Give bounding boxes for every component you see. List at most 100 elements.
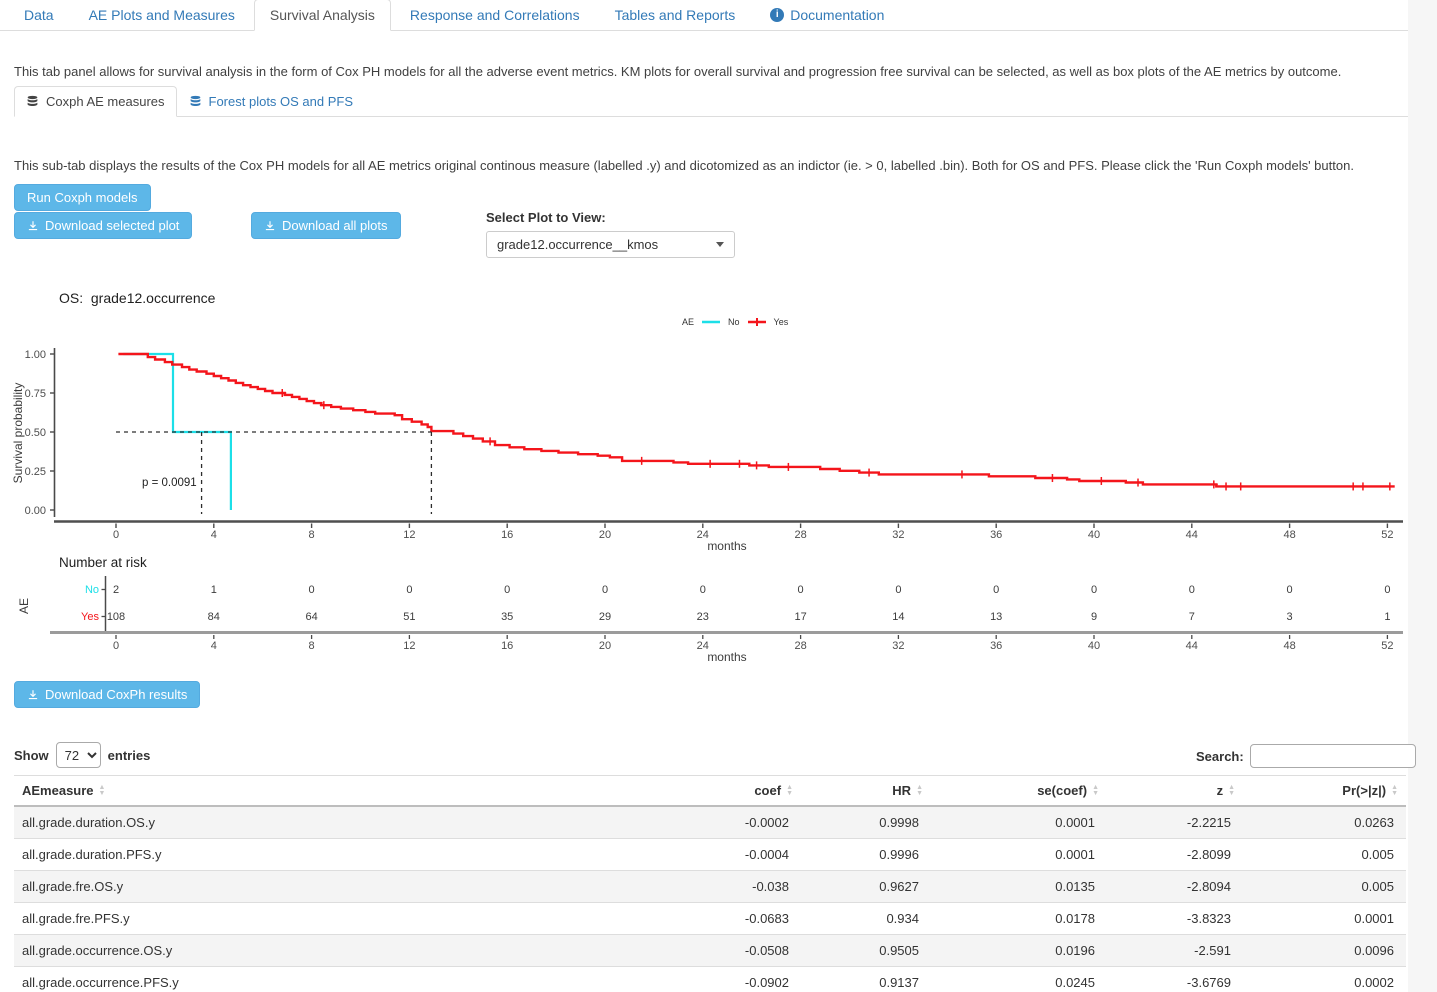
download-all-label: Download all plots <box>282 218 388 233</box>
y-tick-label: 0.00 <box>25 505 46 517</box>
tab-label: Tables and Reports <box>614 7 736 23</box>
download-selected-plot-button[interactable]: Download selected plot <box>14 212 193 239</box>
x-tick-label: 20 <box>599 529 611 541</box>
plot-select-value: grade12.occurrence__kmos <box>497 237 659 252</box>
tab-response-and-correlations[interactable]: Response and Correlations <box>394 0 596 31</box>
tab-tables-and-reports[interactable]: Tables and Reports <box>599 0 752 31</box>
ae-measure-cell: all.grade.fre.OS.y <box>14 870 671 903</box>
risk-axis-label: AE <box>17 598 31 614</box>
run-coxph-button[interactable]: Run Coxph models <box>14 184 151 211</box>
value-cell: -2.2215 <box>1107 805 1243 839</box>
ae-measure-cell: all.grade.occurrence.PFS.y <box>14 966 671 992</box>
database-icon <box>190 95 200 106</box>
x-axis-label: months <box>707 539 746 552</box>
tab-ae-plots-and-measures[interactable]: AE Plots and Measures <box>73 0 251 31</box>
download-coxph-results-button[interactable]: Download CoxPh results <box>14 681 201 708</box>
x-tick-label: 0 <box>113 529 119 541</box>
risk-count: 14 <box>892 611 904 623</box>
legend-yes-swatch <box>747 318 766 326</box>
tab-survival-analysis[interactable]: Survival Analysis <box>253 0 391 31</box>
tab-label: Data <box>24 7 54 23</box>
risk-count: 0 <box>504 584 510 596</box>
tab-description: This tab panel allows for survival analy… <box>14 64 1342 79</box>
risk-x-tick-label: 12 <box>403 640 415 652</box>
x-tick-label: 28 <box>794 529 806 541</box>
tab-label: Documentation <box>790 7 885 23</box>
tab-label: AE Plots and Measures <box>88 7 235 23</box>
value-cell: 0.0196 <box>931 934 1107 967</box>
sort-icons: ▲ ▼ <box>786 783 793 797</box>
risk-count: 17 <box>794 611 806 623</box>
value-cell: 0.0001 <box>931 838 1107 871</box>
value-cell: 0.9998 <box>801 805 931 839</box>
legend-no-label: No <box>728 317 740 327</box>
search-label: Search: <box>1196 748 1244 764</box>
km-curve-yes <box>118 352 1395 488</box>
tab-data[interactable]: Data <box>8 0 70 31</box>
column-header-hr[interactable]: HR ▲ ▼ <box>801 775 931 807</box>
column-label: AEmeasure <box>22 783 94 798</box>
subtab-coxph-ae-measures[interactable]: Coxph AE measures <box>14 86 177 117</box>
table-row: all.grade.duration.OS.y -0.0002 0.9998 0.00… <box>14 805 1406 839</box>
table-row: all.grade.fre.OS.y -0.038 0.9627 0.0135 -2.8… <box>14 870 1406 903</box>
risk-row-label: No <box>85 584 99 596</box>
download-selected-label: Download selected plot <box>45 218 180 233</box>
risk-count: 29 <box>599 611 611 623</box>
x-tick-label: 44 <box>1186 529 1198 541</box>
table-header-row: AEmeasure ▲ ▼ coef ▲ ▼ HR ▲ ▼ se(coef) ▲ ▼ z ▲ ▼ Pr(>|z… <box>14 775 1406 807</box>
show-label: Show <box>14 747 49 763</box>
risk-count: 23 <box>697 611 709 623</box>
risk-count: 13 <box>990 611 1002 623</box>
x-tick-label: 48 <box>1283 529 1295 541</box>
column-header-pr-z[interactable]: Pr(>|z|) ▲ ▼ <box>1243 775 1406 807</box>
column-header-z[interactable]: z ▲ ▼ <box>1107 775 1243 807</box>
y-tick-label: 0.50 <box>25 427 46 439</box>
risk-x-axis-label: months <box>707 650 746 664</box>
chevron-down-icon <box>716 242 724 247</box>
subtab-label: Forest plots OS and PFS <box>208 94 354 109</box>
value-cell: -3.6769 <box>1107 966 1243 992</box>
value-cell: 0.0263 <box>1243 805 1406 839</box>
table-search-control: Search: <box>1196 744 1416 768</box>
value-cell: 0.934 <box>801 902 931 935</box>
tab-documentation[interactable]: i Documentation <box>754 0 900 31</box>
plot-select-dropdown[interactable]: grade12.occurrence__kmos <box>486 231 735 258</box>
legend-no-swatch <box>702 320 721 324</box>
risk-x-tick-label: 24 <box>697 640 709 652</box>
value-cell: 0.9627 <box>801 870 931 903</box>
risk-table-title: Number at risk <box>59 555 147 570</box>
x-tick-label: 32 <box>892 529 904 541</box>
column-header-coef[interactable]: coef ▲ ▼ <box>671 775 801 807</box>
column-header-se-coef[interactable]: se(coef) ▲ ▼ <box>931 775 1107 807</box>
risk-count: 0 <box>1287 584 1293 596</box>
risk-x-tick-label: 0 <box>113 640 119 652</box>
risk-count: 0 <box>406 584 412 596</box>
value-cell: 0.9996 <box>801 838 931 871</box>
coxph-results-table: AEmeasure ▲ ▼ coef ▲ ▼ HR ▲ ▼ se(coef) ▲ ▼ z ▲ ▼ Pr(>|z… <box>14 775 1406 992</box>
subtab-forest-plots-os-and-pfs[interactable]: Forest plots OS and PFS <box>177 86 366 117</box>
value-cell: 0.0001 <box>931 805 1107 839</box>
risk-count: 0 <box>798 584 804 596</box>
page-length-control: Show 72 entries <box>14 742 150 768</box>
page-length-select[interactable]: 72 <box>55 742 101 768</box>
download-icon <box>27 689 39 701</box>
sort-icons: ▲ ▼ <box>1391 783 1398 797</box>
risk-count: 0 <box>309 584 315 596</box>
plot-select-label: Select Plot to View: <box>486 210 606 225</box>
x-tick-label: 36 <box>990 529 1002 541</box>
risk-x-tick-label: 16 <box>501 640 513 652</box>
column-label: se(coef) <box>1037 783 1088 798</box>
risk-x-tick-label: 44 <box>1186 640 1198 652</box>
risk-count: 0 <box>1384 584 1390 596</box>
column-header-aemeasure[interactable]: AEmeasure ▲ ▼ <box>14 775 671 807</box>
search-input[interactable] <box>1249 744 1416 768</box>
risk-x-tick-label: 48 <box>1283 640 1295 652</box>
risk-count: 35 <box>501 611 513 623</box>
download-all-plots-button[interactable]: Download all plots <box>251 212 401 239</box>
download-icon <box>27 220 39 232</box>
y-tick-label: 0.25 <box>25 466 46 478</box>
download-icon <box>264 220 276 232</box>
risk-count: 0 <box>993 584 999 596</box>
